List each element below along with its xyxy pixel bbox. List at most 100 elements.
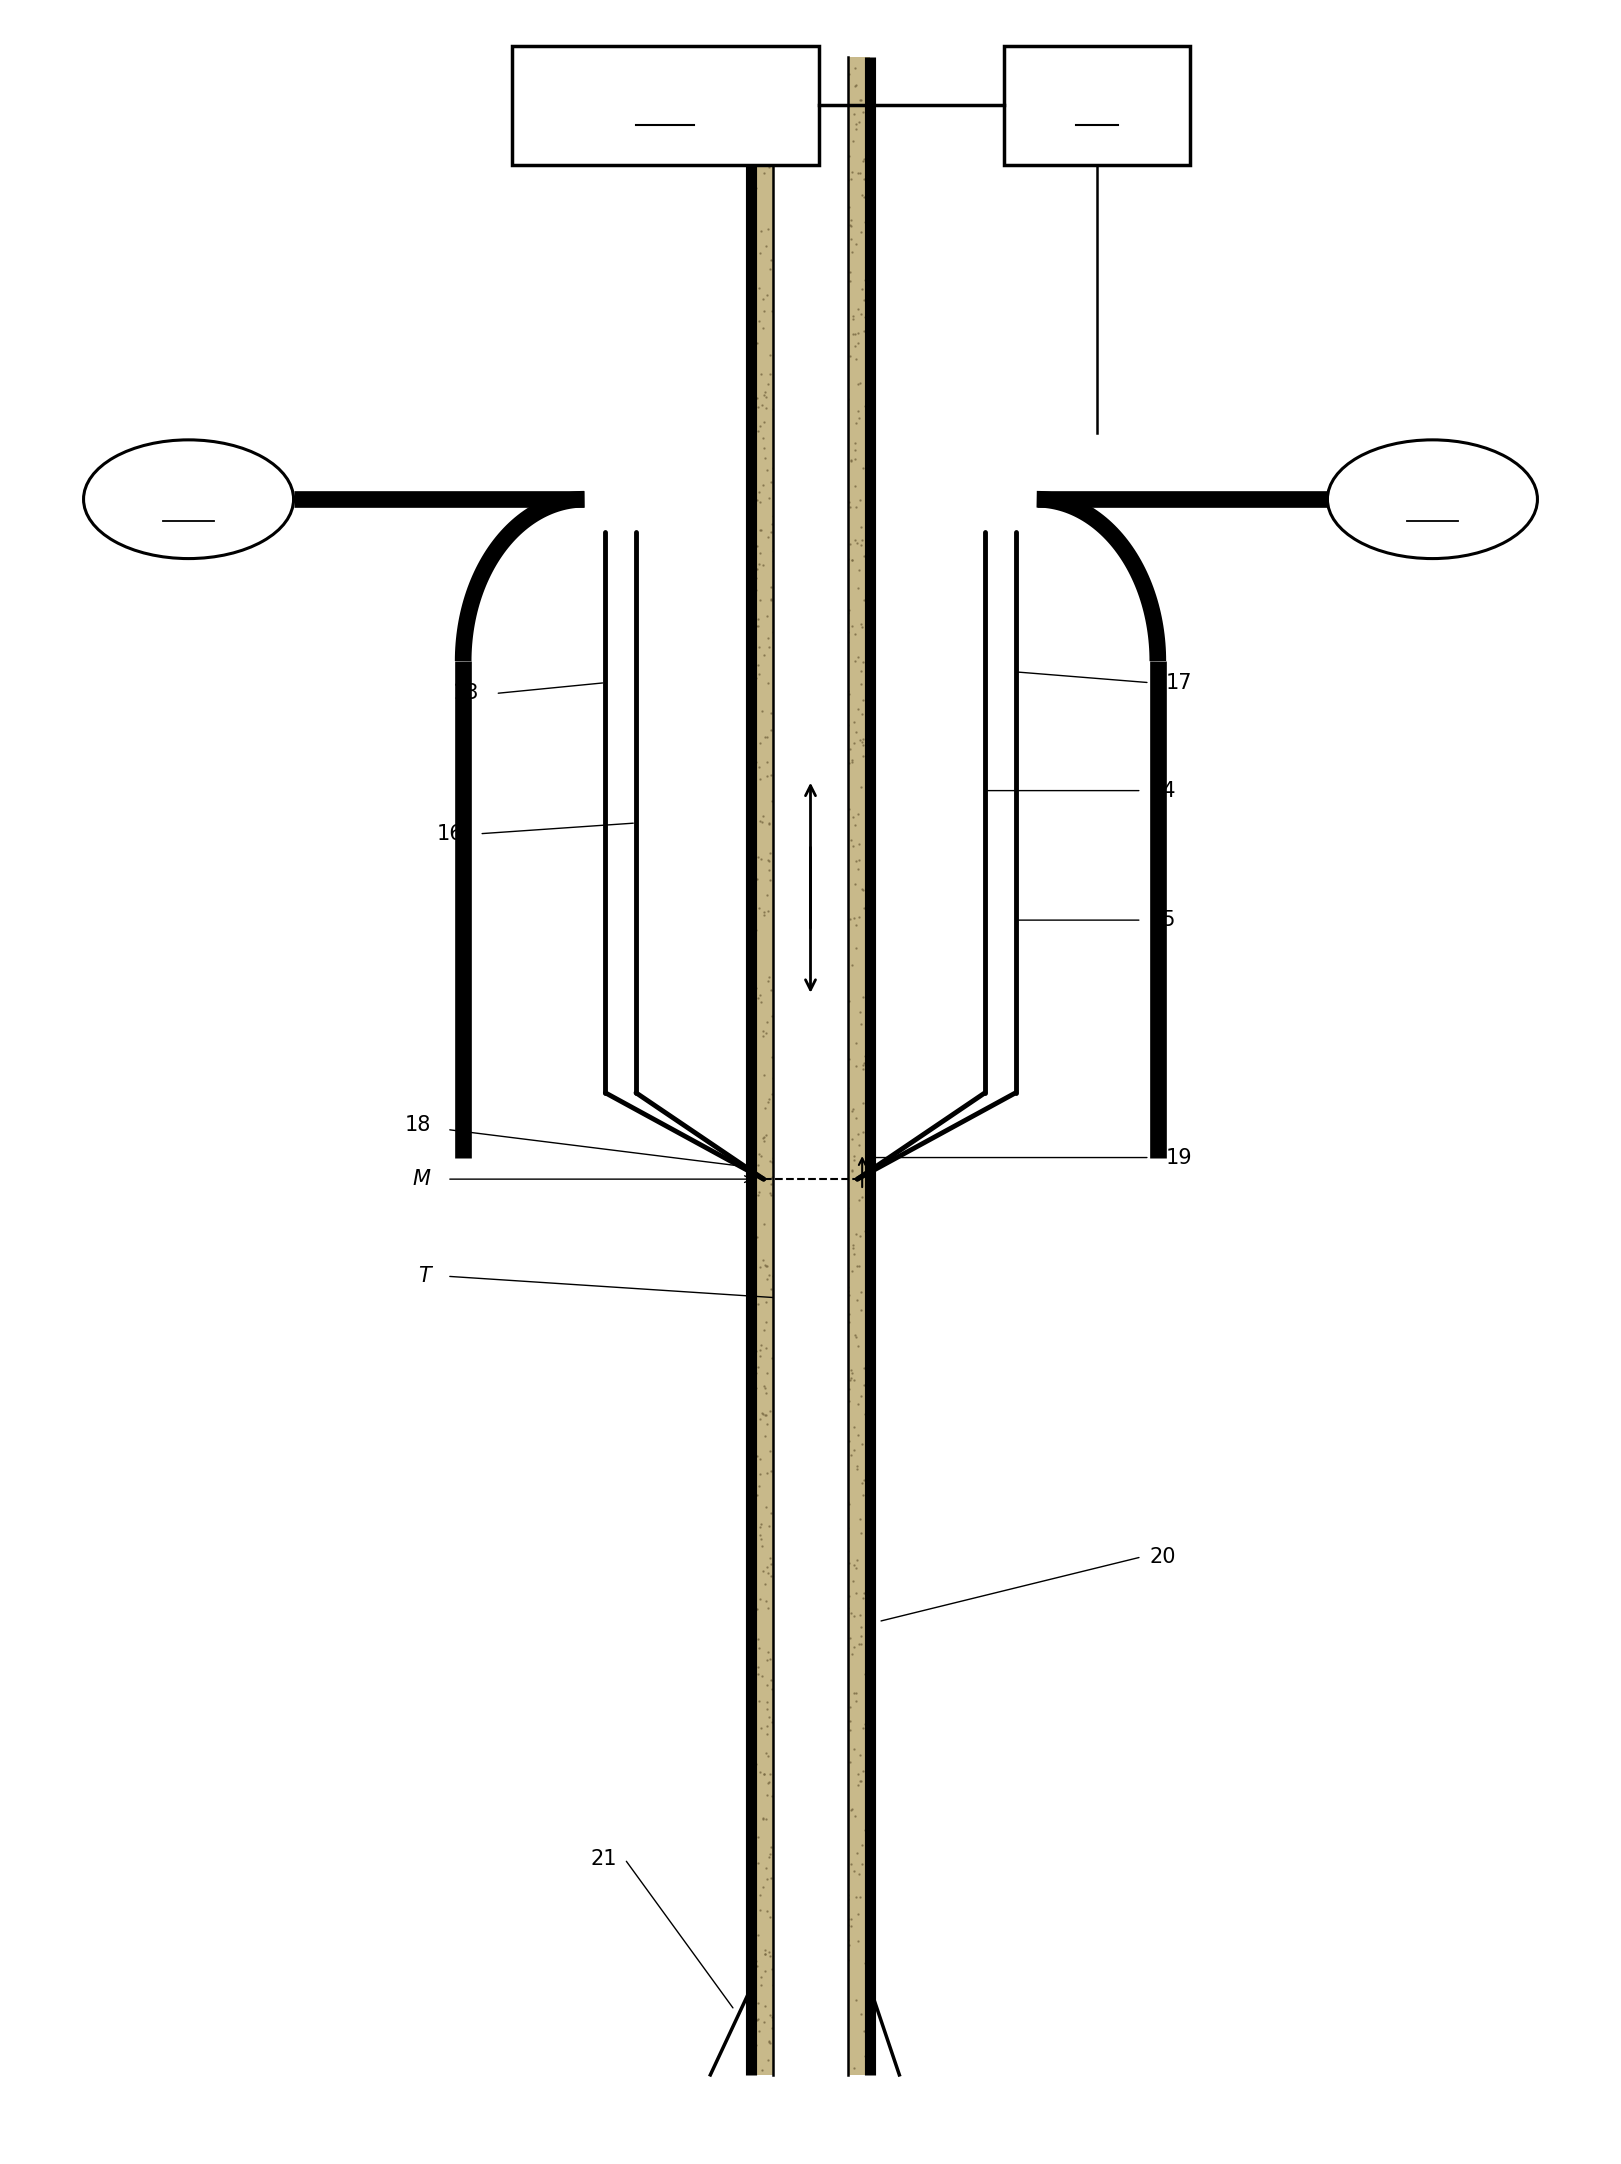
Point [802, 1881, 828, 1915]
Point [843, 1982, 869, 2017]
Point [809, 1097, 835, 1132]
Point [744, 552, 770, 586]
Point [799, 547, 825, 582]
Point [840, 316, 866, 351]
Point [853, 65, 879, 100]
Point [765, 1565, 791, 1599]
Point [785, 1043, 810, 1078]
Point [835, 130, 861, 164]
Point [789, 177, 815, 212]
Point [741, 1993, 767, 2028]
Point [854, 1407, 880, 1441]
Point [788, 1859, 814, 1894]
Point [854, 760, 880, 794]
Point [836, 1296, 862, 1331]
Point [747, 357, 773, 392]
Point [781, 909, 807, 944]
Point [854, 470, 880, 504]
Point [762, 1487, 788, 1521]
Point [794, 253, 820, 288]
Point [759, 1272, 785, 1307]
Point [767, 1489, 793, 1523]
Point [788, 117, 814, 151]
Point [757, 1839, 783, 1874]
Point [778, 982, 804, 1017]
Point [780, 1844, 806, 1878]
Point [747, 485, 773, 519]
Point [828, 1803, 854, 1837]
Point [765, 1374, 791, 1409]
Point [786, 995, 812, 1030]
Point [788, 270, 814, 305]
Point [767, 632, 793, 667]
Point [799, 1805, 825, 1839]
Point [814, 502, 840, 537]
Point [742, 528, 768, 563]
Point [851, 1114, 877, 1149]
Point [772, 1450, 798, 1485]
Point [854, 1887, 880, 1922]
Point [828, 1595, 854, 1629]
Point [846, 1768, 872, 1803]
Point [801, 1573, 827, 1608]
Point [814, 532, 840, 567]
Point [739, 807, 765, 842]
Bar [512, 45, 819, 164]
Point [739, 593, 765, 628]
Point [772, 779, 798, 814]
Point [809, 749, 835, 783]
Point [830, 411, 856, 446]
Point [828, 556, 854, 591]
Point [823, 424, 849, 459]
Point [757, 338, 783, 372]
Text: 15: 15 [1149, 911, 1177, 931]
Point [812, 790, 838, 824]
Point [760, 615, 786, 649]
Point [828, 258, 854, 292]
Point [827, 413, 853, 448]
Point [806, 995, 832, 1030]
Point [845, 1543, 870, 1578]
Point [752, 1285, 778, 1320]
Point [833, 833, 859, 868]
Point [853, 262, 879, 296]
Point [841, 97, 867, 132]
Point [817, 883, 843, 918]
Point [801, 1305, 827, 1340]
Point [802, 240, 828, 275]
Point [822, 2051, 848, 2086]
Point [841, 1547, 867, 1582]
Point [785, 876, 810, 911]
Point [760, 1140, 786, 1175]
Point [794, 725, 820, 760]
Point [763, 1489, 789, 1523]
Point [820, 309, 846, 344]
Point [836, 87, 862, 121]
Point [762, 485, 788, 519]
Point [751, 1019, 776, 1054]
Point [833, 619, 859, 654]
Point [820, 974, 846, 1008]
Point [746, 1917, 772, 1952]
Point [794, 1411, 820, 1446]
Point [846, 1627, 872, 1662]
Point [751, 799, 776, 833]
Point [770, 247, 796, 281]
Point [806, 87, 832, 121]
Point [820, 1121, 846, 1156]
Point [806, 651, 832, 686]
Point [841, 900, 867, 935]
Point [759, 506, 785, 541]
Point [845, 156, 870, 190]
Point [763, 1839, 789, 1874]
Point [788, 853, 814, 887]
Point [820, 1073, 846, 1108]
Point [830, 457, 856, 491]
Point [788, 1729, 814, 1764]
Text: 17: 17 [1165, 673, 1193, 692]
Point [846, 1127, 872, 1162]
Point [786, 1506, 812, 1541]
Point [828, 180, 854, 214]
Point [835, 1591, 861, 1625]
Point [835, 708, 861, 742]
